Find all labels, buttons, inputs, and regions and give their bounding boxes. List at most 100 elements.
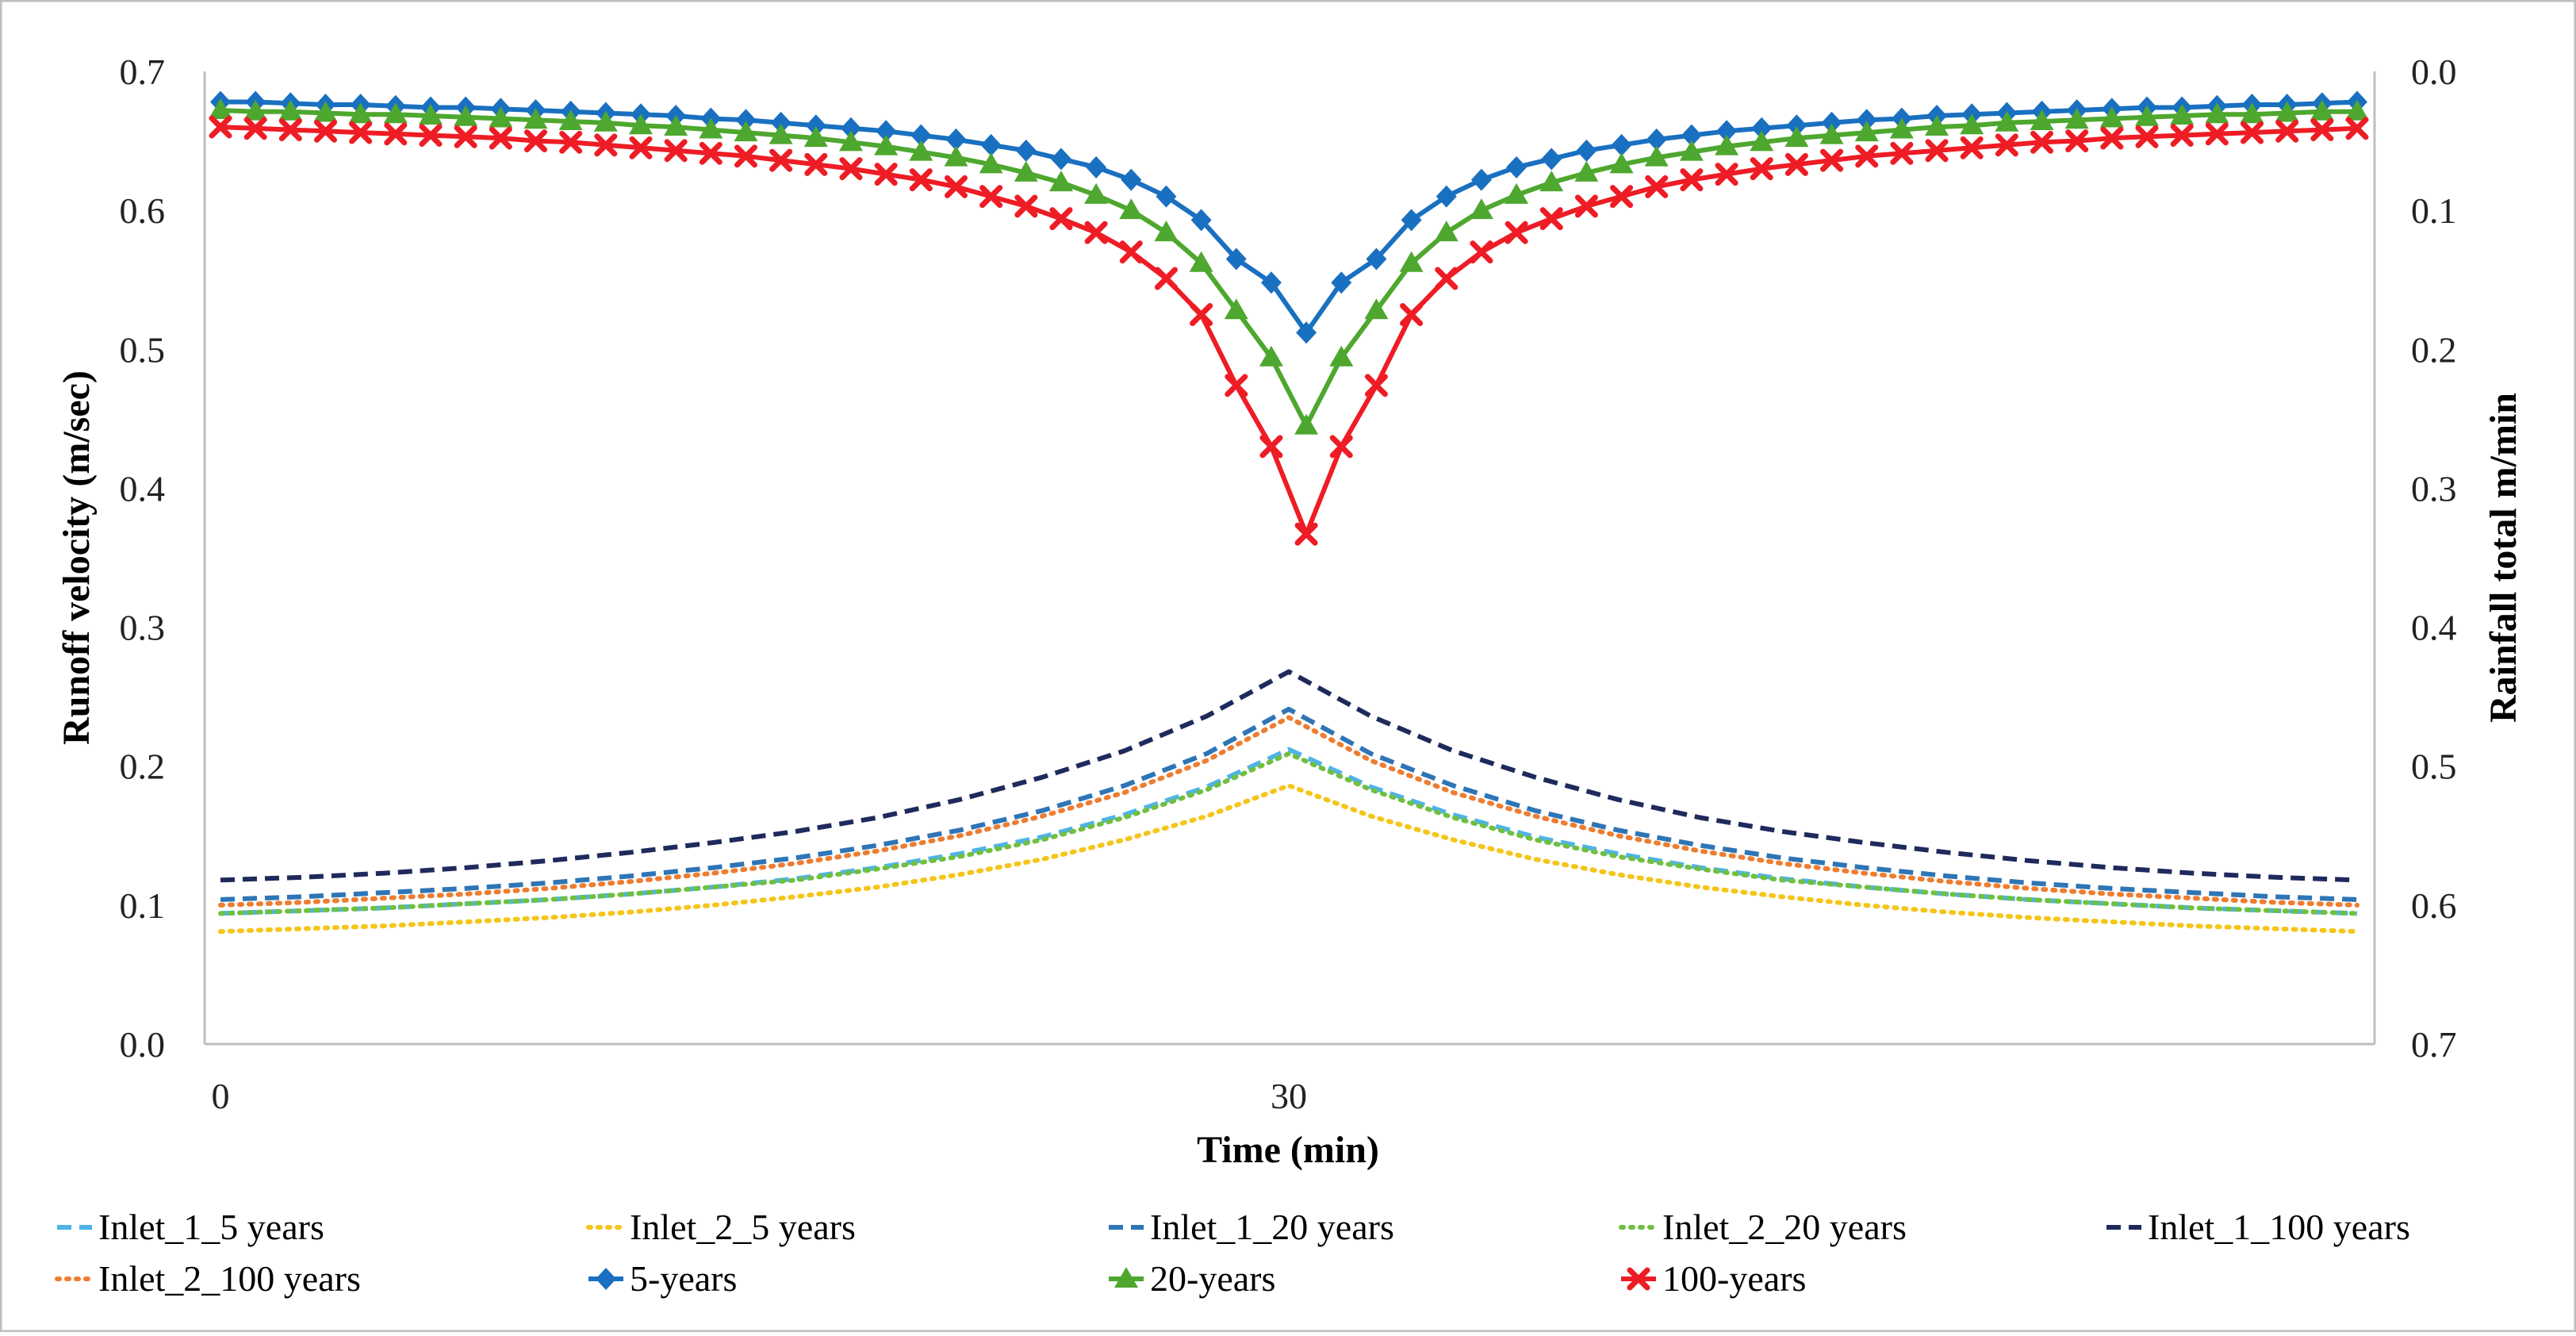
series-point — [803, 126, 828, 148]
series-point — [769, 123, 793, 144]
series-point — [559, 130, 583, 154]
series-point — [2030, 130, 2054, 154]
series-point-stroke — [419, 124, 443, 148]
series-point — [1225, 248, 1247, 271]
series-point-stroke — [1084, 221, 1108, 244]
series-point-stroke — [1259, 435, 1283, 459]
series-line — [218, 783, 2359, 935]
series-point — [1366, 248, 1387, 271]
series-point — [1086, 155, 1107, 179]
series-point-stroke — [594, 133, 618, 157]
series-point — [1854, 121, 1879, 142]
series-point-stroke — [1925, 139, 1949, 163]
series-point-stroke — [874, 163, 898, 186]
x-tick-label: 0 — [212, 1076, 230, 1116]
series-inlet-2-100-years — [218, 715, 2359, 908]
series-point — [909, 168, 933, 192]
series-point-stroke — [1470, 240, 1493, 264]
y2-tick-label: 0.3 — [2411, 468, 2457, 509]
series-point — [1786, 114, 1807, 137]
series-point — [1539, 171, 1564, 192]
series-point — [1784, 152, 1808, 176]
series-point-stroke — [1294, 522, 1318, 546]
series-point — [2099, 106, 2124, 128]
series-point — [1224, 298, 1248, 320]
series-point — [838, 130, 863, 152]
legend-label: 20-years — [1150, 1258, 1275, 1299]
series-point — [1539, 207, 1563, 231]
series-point-stroke — [1890, 141, 1914, 165]
series-point — [2310, 118, 2334, 142]
series-point — [2100, 126, 2124, 150]
series-point — [1469, 198, 1493, 220]
series-point — [840, 117, 861, 140]
series-point — [1259, 435, 1283, 459]
series-line — [220, 706, 2358, 902]
series-point — [770, 111, 792, 134]
series-point — [1505, 182, 1529, 204]
series-point — [243, 117, 267, 140]
series-inlet-2-5-years — [218, 783, 2359, 935]
series-point — [489, 126, 512, 150]
series-point — [1119, 198, 1144, 220]
legend-label: Inlet_1_100 years — [2148, 1207, 2410, 1247]
series-point-stroke — [804, 152, 828, 176]
y2-axis-title: Rainfall total m/min — [2482, 393, 2524, 723]
series-point-stroke — [2170, 124, 2194, 148]
legend-label: 100-years — [1662, 1258, 1806, 1299]
series-point-stroke — [1715, 163, 1738, 186]
series-point-stroke — [1855, 144, 1879, 168]
series-point — [1716, 120, 1738, 143]
series-point — [454, 105, 478, 126]
series-point — [1364, 374, 1388, 397]
series-point — [2240, 102, 2264, 124]
series-point — [1611, 133, 1632, 156]
series-point — [2170, 104, 2195, 125]
series-point-stroke — [1329, 435, 1353, 459]
series-inlet-1-100-years — [220, 669, 2358, 883]
y2-tick-label: 0.1 — [2411, 190, 2457, 231]
series-point-stroke — [349, 121, 373, 144]
legend-item-inlet-1-20-years: Inlet_1_20 years — [1109, 1207, 1394, 1247]
series-point — [1995, 133, 2018, 157]
series-point-stroke — [1784, 152, 1808, 176]
y-axis-title: Runoff velocity (m/sec) — [56, 370, 98, 745]
series-point-stroke — [313, 119, 337, 143]
y-tick-label: 0.1 — [120, 885, 166, 926]
series-inlet-2-20-years — [218, 751, 2359, 916]
legend-item-inlet-2-20-years: Inlet_2_20 years — [1619, 1207, 1907, 1247]
series-point-stroke — [1995, 133, 2018, 157]
series-point — [1154, 267, 1178, 290]
series-point — [1715, 134, 1739, 155]
series-point — [980, 133, 1002, 156]
series-point-stroke — [1119, 240, 1143, 264]
series-point — [523, 129, 547, 153]
series-point — [2275, 119, 2299, 143]
series-point — [909, 140, 933, 161]
series-point — [209, 98, 232, 120]
series-point-stroke — [1539, 207, 1563, 231]
series-point — [1121, 168, 1142, 191]
legend: Inlet_1_5 years Inlet_2_5 years Inlet_1_20… — [55, 1207, 2410, 1299]
series-point — [1329, 435, 1353, 459]
series-point — [1995, 110, 2019, 132]
series-point-stroke — [1960, 136, 1984, 159]
series-point-stroke — [1154, 267, 1178, 290]
series-point — [349, 121, 373, 144]
series-point — [1260, 271, 1282, 294]
y2-tick-label: 0.7 — [2411, 1024, 2457, 1065]
series-point — [1154, 221, 1179, 242]
y-tick-label: 0.5 — [120, 329, 166, 370]
series-point — [1296, 321, 1317, 344]
series-point — [558, 109, 583, 131]
series-point — [2135, 105, 2160, 126]
series-point — [2345, 99, 2369, 121]
series-point — [735, 109, 757, 132]
legend-label: Inlet_2_5 years — [630, 1207, 856, 1247]
series-point-stroke — [2030, 130, 2054, 154]
series-point — [209, 115, 232, 139]
series-point-stroke — [1049, 207, 1073, 231]
legend-item-5-years: 5-years — [588, 1258, 737, 1299]
series-point — [1960, 113, 1984, 135]
